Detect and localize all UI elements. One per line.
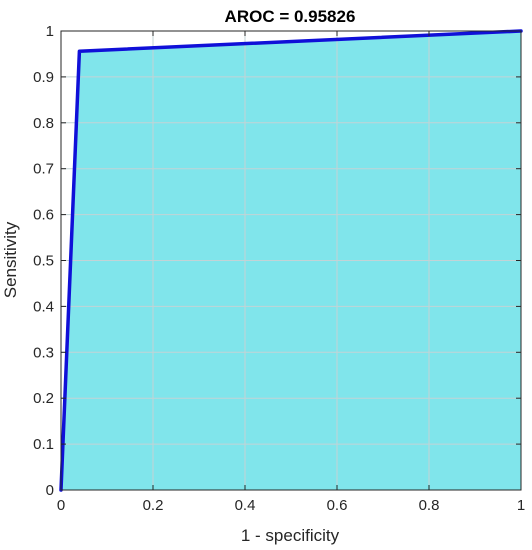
y-tick-label: 0.2	[33, 390, 54, 407]
y-tick-label: 0.9	[33, 69, 54, 86]
y-tick-label: 0.8	[33, 115, 54, 132]
y-tick-label: 0	[46, 482, 54, 499]
x-tick-label: 1	[517, 497, 525, 514]
y-tick-label: 0.3	[33, 344, 54, 361]
y-tick-label: 0.7	[33, 161, 54, 178]
y-tick-label: 0.6	[33, 207, 54, 224]
x-tick-label: 0.2	[143, 497, 164, 514]
chart-title: AROC = 0.95826	[225, 7, 356, 26]
x-tick-label: 0.4	[235, 497, 256, 514]
y-tick-label: 0.1	[33, 436, 54, 453]
y-axis-label: Sensitivity	[1, 221, 20, 298]
y-tick-label: 0.5	[33, 253, 54, 270]
x-axis-label: 1 - specificity	[241, 526, 340, 545]
y-tick-label: 1	[46, 23, 54, 40]
x-tick-label: 0	[57, 497, 65, 514]
roc-curve-line	[59, 29, 523, 492]
x-tick-label: 0.6	[327, 497, 348, 514]
y-tick-label: 0.4	[33, 298, 54, 315]
x-tick-label: 0.8	[419, 497, 440, 514]
